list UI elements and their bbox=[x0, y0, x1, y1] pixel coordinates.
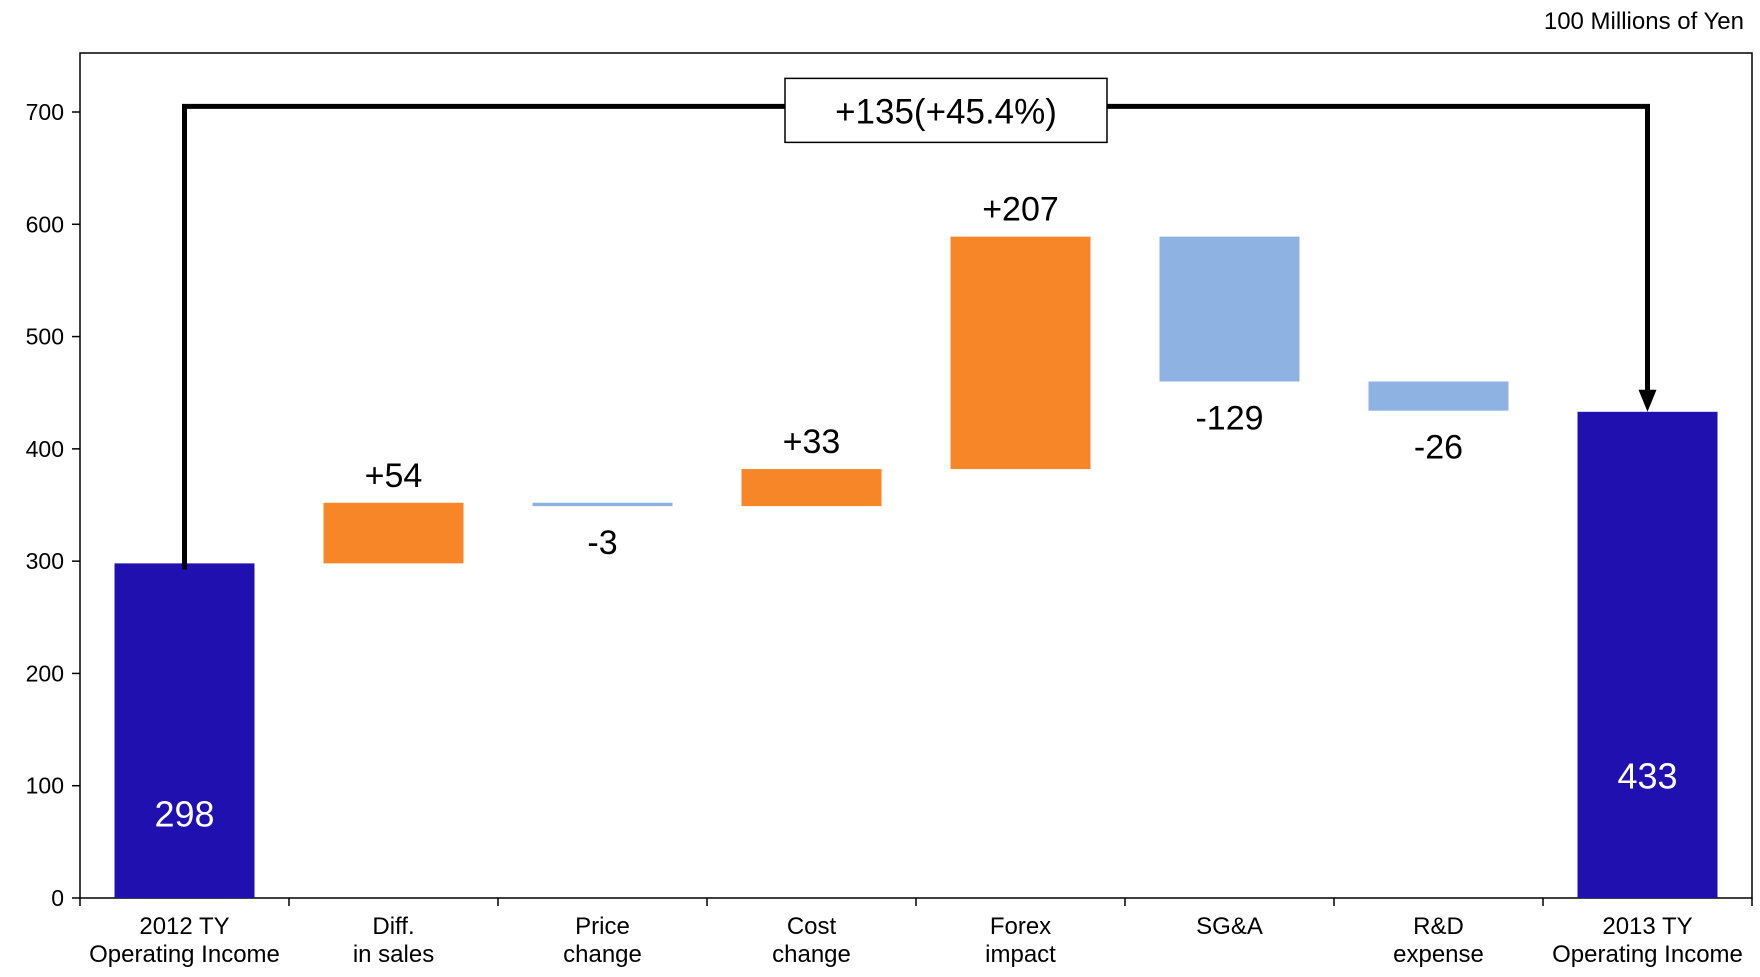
change-annotation: +135(+45.4%) bbox=[182, 77, 1657, 570]
bar bbox=[1577, 411, 1718, 898]
x-tick-label: impact bbox=[985, 941, 1056, 968]
bar bbox=[1159, 236, 1300, 382]
x-tick-label: 2012 TY bbox=[139, 913, 229, 940]
data-label: -3 bbox=[587, 524, 617, 562]
x-tick-label: SG&A bbox=[1196, 913, 1263, 940]
y-tick-label: 100 bbox=[26, 773, 64, 799]
bar bbox=[950, 236, 1091, 470]
data-label: +33 bbox=[783, 423, 841, 461]
y-tick-label: 700 bbox=[26, 99, 64, 125]
x-tick-label: Price bbox=[575, 913, 630, 940]
x-tick-label: Operating Income bbox=[89, 941, 280, 968]
data-label: +54 bbox=[365, 457, 423, 495]
y-tick-label: 500 bbox=[26, 324, 64, 350]
x-tick-label: expense bbox=[1393, 941, 1484, 968]
data-label: -129 bbox=[1195, 399, 1263, 437]
x-tick-label: R&D bbox=[1413, 913, 1464, 940]
bracket-arrowhead bbox=[1638, 389, 1657, 412]
x-tick-label: change bbox=[772, 941, 851, 968]
data-label: -26 bbox=[1414, 429, 1463, 467]
x-tick-label: Diff. bbox=[372, 913, 414, 940]
x-tick-label: Operating Income bbox=[1552, 941, 1743, 968]
x-tick-label: Cost bbox=[787, 913, 837, 940]
y-tick-label: 600 bbox=[26, 211, 64, 237]
plot-frame bbox=[79, 52, 1753, 899]
bar bbox=[323, 502, 464, 564]
bars bbox=[114, 236, 1718, 898]
bracket-line bbox=[182, 103, 1650, 570]
x-tick-label: change bbox=[563, 941, 642, 968]
bar bbox=[741, 469, 882, 507]
y-tick-label: 200 bbox=[26, 660, 64, 686]
y-tick-label: 300 bbox=[26, 548, 64, 574]
data-labels: 298 +54 -3 +33 +207 -129 -26 433 bbox=[154, 191, 1677, 835]
y-tick-label: 400 bbox=[26, 436, 64, 462]
unit-label: 100 Millions of Yen bbox=[1543, 8, 1744, 35]
data-label: +207 bbox=[982, 191, 1059, 229]
x-tick-label: 2013 TY bbox=[1602, 913, 1692, 940]
axes: 0 100 200 300 400 500 600 700 bbox=[26, 52, 1753, 911]
data-label: 433 bbox=[1617, 755, 1677, 796]
y-tick-label: 0 bbox=[51, 885, 64, 911]
x-tick-label: Forex bbox=[990, 913, 1051, 940]
bar bbox=[114, 563, 255, 898]
annotation-box bbox=[784, 77, 1108, 144]
x-tick-label: in sales bbox=[353, 941, 434, 968]
annotation-label: +135(+45.4%) bbox=[835, 92, 1057, 131]
bar bbox=[532, 502, 673, 507]
bar bbox=[1368, 381, 1509, 411]
data-label: 298 bbox=[154, 793, 214, 834]
